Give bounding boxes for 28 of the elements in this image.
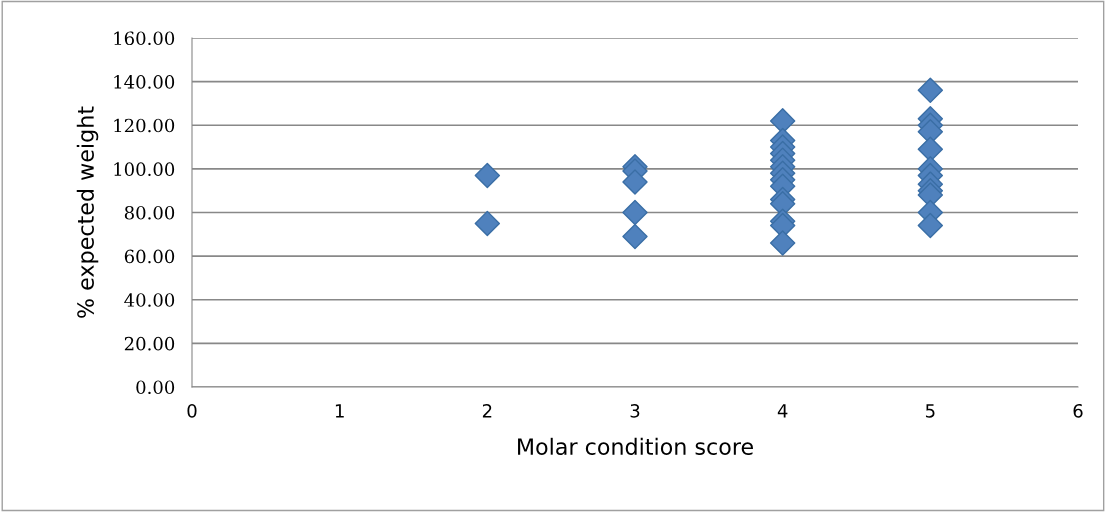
point [769, 230, 796, 256]
point [474, 210, 501, 237]
x-tick-label: 3 [630, 403, 640, 418]
y-axis-title: % expected weight [76, 106, 99, 318]
x-tick-label: 6 [1073, 403, 1083, 418]
point [769, 108, 796, 134]
y-tick-label: 0.00 [136, 380, 175, 395]
x-axis-title: Molar condition score [518, 437, 753, 456]
x-tick-label: 2 [482, 403, 492, 418]
y-tick-label: 40.00 [124, 293, 175, 307]
y-tick-label: 140.00 [114, 75, 175, 89]
x-tick-label: 1 [335, 404, 344, 418]
y-tick-label: 120.00 [114, 118, 175, 133]
x-tick-label: 4 [777, 404, 788, 418]
point [474, 162, 501, 189]
y-tick-label: 80.00 [124, 205, 175, 220]
point [622, 169, 648, 195]
x-tick-label: 0 [187, 403, 197, 418]
point [622, 199, 648, 226]
y-tick-label: 20.00 [124, 336, 175, 351]
y-tick-label: 100.00 [114, 162, 175, 176]
point [917, 77, 944, 104]
point [917, 212, 944, 239]
y-tick-label: 160.00 [114, 31, 175, 46]
point [917, 136, 944, 162]
y-tick-label: 60.00 [124, 249, 175, 264]
point [622, 223, 648, 250]
x-tick-label: 5 [925, 404, 935, 418]
